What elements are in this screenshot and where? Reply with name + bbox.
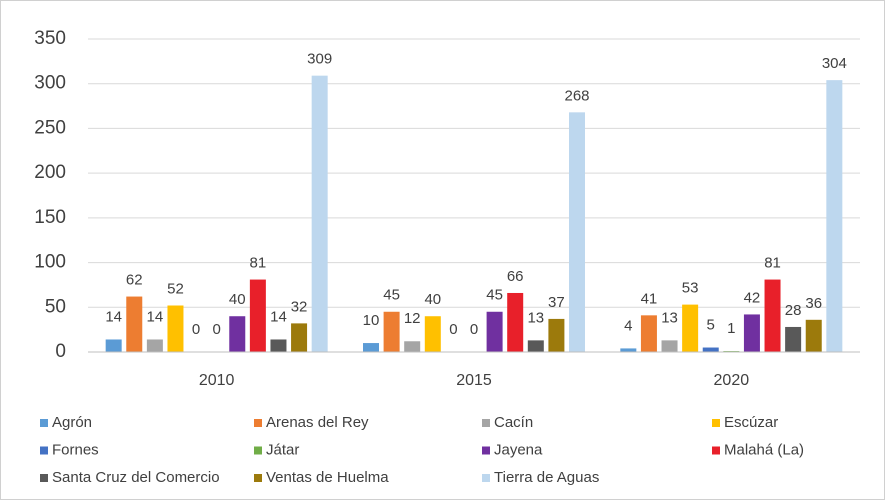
bar bbox=[363, 343, 379, 352]
data-label: 81 bbox=[764, 255, 781, 272]
legend-label: Malahá (La) bbox=[724, 441, 804, 458]
bar bbox=[785, 326, 802, 352]
legend-swatch bbox=[40, 474, 48, 482]
data-label: 32 bbox=[291, 298, 308, 315]
legend-swatch bbox=[254, 446, 262, 455]
data-label: 41 bbox=[641, 290, 658, 307]
legend-swatch bbox=[482, 474, 490, 482]
data-label: 0 bbox=[192, 321, 200, 338]
x-tick-label: 2015 bbox=[456, 372, 492, 389]
bar bbox=[702, 347, 719, 352]
bar bbox=[507, 292, 524, 352]
data-label: 45 bbox=[383, 287, 400, 304]
legend-label: Cacín bbox=[494, 414, 533, 431]
bar bbox=[404, 341, 421, 352]
legend-label: Jayena bbox=[494, 441, 543, 458]
legend-swatch bbox=[482, 419, 490, 427]
legend-label: Játar bbox=[266, 441, 299, 458]
data-label: 268 bbox=[564, 87, 589, 104]
data-label: 13 bbox=[527, 309, 544, 326]
data-label: 1 bbox=[727, 320, 735, 337]
legend-swatch bbox=[712, 446, 720, 455]
y-tick-label: 0 bbox=[55, 341, 66, 362]
bar bbox=[548, 318, 565, 352]
legend-label: Santa Cruz del Comercio bbox=[52, 469, 220, 486]
bar bbox=[383, 311, 400, 352]
bar bbox=[167, 305, 184, 352]
bar bbox=[249, 279, 266, 352]
bar bbox=[229, 316, 246, 352]
legend-label: Tierra de Aguas bbox=[494, 469, 599, 486]
data-label: 309 bbox=[307, 51, 332, 68]
bar bbox=[291, 323, 308, 352]
bar bbox=[682, 304, 699, 352]
bar bbox=[527, 340, 544, 352]
bar bbox=[805, 319, 822, 352]
bar bbox=[764, 279, 781, 352]
data-label: 0 bbox=[470, 321, 478, 338]
data-label: 40 bbox=[424, 291, 441, 308]
legend-swatch bbox=[712, 419, 720, 427]
legend-swatch bbox=[40, 419, 48, 427]
legend-label: Escúzar bbox=[724, 414, 778, 431]
y-tick-label: 250 bbox=[34, 117, 66, 138]
data-label: 53 bbox=[682, 280, 699, 297]
y-tick-label: 150 bbox=[34, 207, 66, 228]
bar bbox=[826, 80, 843, 352]
legend-swatch bbox=[482, 446, 490, 455]
data-label: 40 bbox=[229, 291, 246, 308]
data-label: 0 bbox=[449, 321, 457, 338]
y-tick-label: 50 bbox=[45, 296, 66, 317]
data-label: 45 bbox=[486, 287, 503, 304]
legend-label: Agrón bbox=[52, 414, 92, 431]
x-tick-label: 2020 bbox=[714, 372, 750, 389]
data-label: 37 bbox=[548, 294, 565, 311]
data-label: 4 bbox=[624, 317, 632, 334]
data-label: 14 bbox=[147, 308, 164, 325]
data-label: 62 bbox=[126, 272, 143, 289]
y-tick-label: 100 bbox=[34, 252, 66, 273]
bar bbox=[620, 348, 637, 352]
bar bbox=[743, 314, 760, 352]
legend-label: Arenas del Rey bbox=[266, 414, 369, 431]
data-label: 14 bbox=[105, 308, 122, 325]
data-label: 14 bbox=[270, 308, 287, 325]
bar bbox=[569, 112, 585, 353]
data-label: 0 bbox=[212, 321, 220, 338]
data-label: 42 bbox=[744, 289, 761, 306]
data-label: 12 bbox=[404, 310, 421, 327]
bar bbox=[270, 339, 287, 352]
data-label: 5 bbox=[707, 316, 715, 333]
legend-label: Ventas de Huelma bbox=[266, 469, 389, 486]
legend-swatch bbox=[254, 419, 262, 427]
y-tick-label: 300 bbox=[34, 73, 66, 94]
bar bbox=[146, 339, 163, 352]
data-label: 304 bbox=[822, 55, 847, 72]
data-label: 66 bbox=[507, 268, 524, 285]
data-label: 10 bbox=[363, 312, 380, 329]
data-label: 28 bbox=[785, 302, 802, 319]
bar bbox=[640, 315, 657, 352]
bar bbox=[105, 339, 122, 352]
y-tick-label: 200 bbox=[34, 162, 66, 183]
data-label: 52 bbox=[167, 280, 184, 297]
data-label: 36 bbox=[805, 295, 822, 312]
y-tick-label: 350 bbox=[34, 28, 66, 49]
bar bbox=[126, 296, 143, 352]
bar bbox=[311, 75, 328, 352]
bar bbox=[424, 316, 441, 352]
legend-label: Fornes bbox=[52, 441, 99, 458]
data-label: 81 bbox=[250, 255, 267, 272]
bar bbox=[661, 340, 678, 352]
legend-swatch bbox=[40, 446, 48, 455]
x-tick-label: 2010 bbox=[199, 372, 235, 389]
data-label: 13 bbox=[661, 309, 678, 326]
legend-swatch bbox=[254, 474, 262, 482]
bar bbox=[486, 311, 503, 352]
